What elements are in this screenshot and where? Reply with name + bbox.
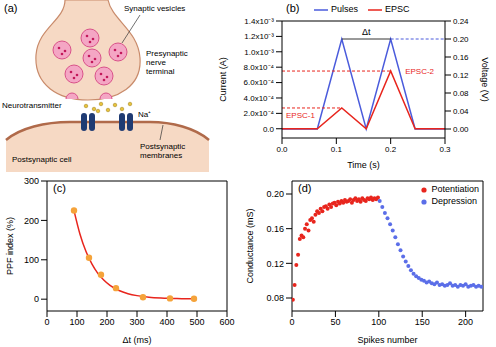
svg-text:0.16: 0.16 bbox=[266, 224, 284, 234]
svg-text:8.0x10⁻⁴: 8.0x10⁻⁴ bbox=[244, 63, 275, 72]
svg-text:Spikes number: Spikes number bbox=[357, 335, 417, 345]
svg-text:0.2: 0.2 bbox=[385, 145, 397, 154]
svg-text:Δt (ms): Δt (ms) bbox=[122, 335, 151, 345]
svg-text:200: 200 bbox=[24, 216, 39, 226]
svg-text:0: 0 bbox=[44, 317, 49, 327]
svg-text:0.16: 0.16 bbox=[453, 53, 469, 62]
svg-text:Voltage (V): Voltage (V) bbox=[480, 57, 490, 102]
svg-text:0.04: 0.04 bbox=[453, 107, 469, 116]
svg-text:600: 600 bbox=[219, 317, 234, 327]
svg-text:Postsynaptic cell: Postsynaptic cell bbox=[12, 155, 72, 164]
svg-text:1.0x10⁻³: 1.0x10⁻³ bbox=[244, 48, 274, 57]
svg-text:EPSC-2: EPSC-2 bbox=[405, 67, 434, 76]
svg-text:1.4x10⁻³: 1.4x10⁻³ bbox=[244, 17, 274, 26]
svg-text:300: 300 bbox=[24, 176, 39, 186]
svg-text:100: 100 bbox=[69, 317, 84, 327]
svg-text:0.1: 0.1 bbox=[331, 145, 343, 154]
html-text:(d): (d) bbox=[298, 182, 312, 194]
svg-text:150: 150 bbox=[415, 317, 430, 327]
html-text:EPSC: EPSC bbox=[385, 4, 410, 14]
svg-text:500: 500 bbox=[189, 317, 204, 327]
svg-text:1.2x10⁻³: 1.2x10⁻³ bbox=[244, 32, 274, 41]
svg-text:0.08: 0.08 bbox=[453, 89, 469, 98]
svg-text:PPF index (%): PPF index (%) bbox=[5, 217, 15, 275]
svg-text:0.12: 0.12 bbox=[453, 71, 469, 80]
html-text:(b): (b) bbox=[286, 2, 300, 14]
svg-text:EPSC-1: EPSC-1 bbox=[286, 111, 315, 120]
svg-text:0: 0 bbox=[34, 294, 39, 304]
svg-text:Current (A): Current (A) bbox=[218, 57, 228, 102]
svg-text:Time (s): Time (s) bbox=[347, 160, 380, 170]
svg-text:100: 100 bbox=[24, 255, 39, 265]
svg-text:0.20: 0.20 bbox=[266, 189, 284, 199]
html-text:(c): (c) bbox=[53, 182, 66, 194]
svg-text:0.3: 0.3 bbox=[439, 145, 451, 154]
svg-text:0.0: 0.0 bbox=[263, 125, 275, 134]
svg-text:200: 200 bbox=[458, 317, 473, 327]
svg-text:Neurotransmitter: Neurotransmitter bbox=[2, 101, 62, 110]
svg-text:0.24: 0.24 bbox=[453, 17, 469, 26]
svg-text:0.12: 0.12 bbox=[266, 259, 284, 269]
svg-text:0.20: 0.20 bbox=[453, 35, 469, 44]
html-text:Potentiation: Potentiation bbox=[431, 184, 479, 194]
svg-text:(a): (a) bbox=[4, 2, 17, 14]
svg-text:2.0x10⁻⁴: 2.0x10⁻⁴ bbox=[244, 109, 275, 118]
svg-text:Presynapticnerveterminal: Presynapticnerveterminal bbox=[146, 49, 188, 76]
html-text:Depression: Depression bbox=[431, 196, 477, 206]
svg-text:0: 0 bbox=[289, 317, 294, 327]
svg-text:Na⁺: Na⁺ bbox=[138, 110, 151, 119]
svg-text:4.0x10⁻⁴: 4.0x10⁻⁴ bbox=[244, 94, 275, 103]
svg-text:200: 200 bbox=[99, 317, 114, 327]
svg-text:0.0: 0.0 bbox=[276, 145, 288, 154]
svg-text:Synaptic vesicles: Synaptic vesicles bbox=[124, 4, 185, 13]
svg-text:6.0x10⁻⁴: 6.0x10⁻⁴ bbox=[244, 78, 275, 87]
svg-text:0.00: 0.00 bbox=[453, 125, 469, 134]
svg-text:Postsynapticmembranes: Postsynapticmembranes bbox=[140, 142, 185, 160]
svg-text:50: 50 bbox=[330, 317, 340, 327]
svg-text:0.08: 0.08 bbox=[266, 293, 284, 303]
svg-text:300: 300 bbox=[129, 317, 144, 327]
svg-text:Δt: Δt bbox=[362, 27, 371, 37]
svg-text:Conductance (mS): Conductance (mS) bbox=[245, 208, 255, 283]
svg-text:400: 400 bbox=[159, 317, 174, 327]
html-text:Pulses: Pulses bbox=[331, 4, 358, 14]
svg-text:100: 100 bbox=[371, 317, 386, 327]
